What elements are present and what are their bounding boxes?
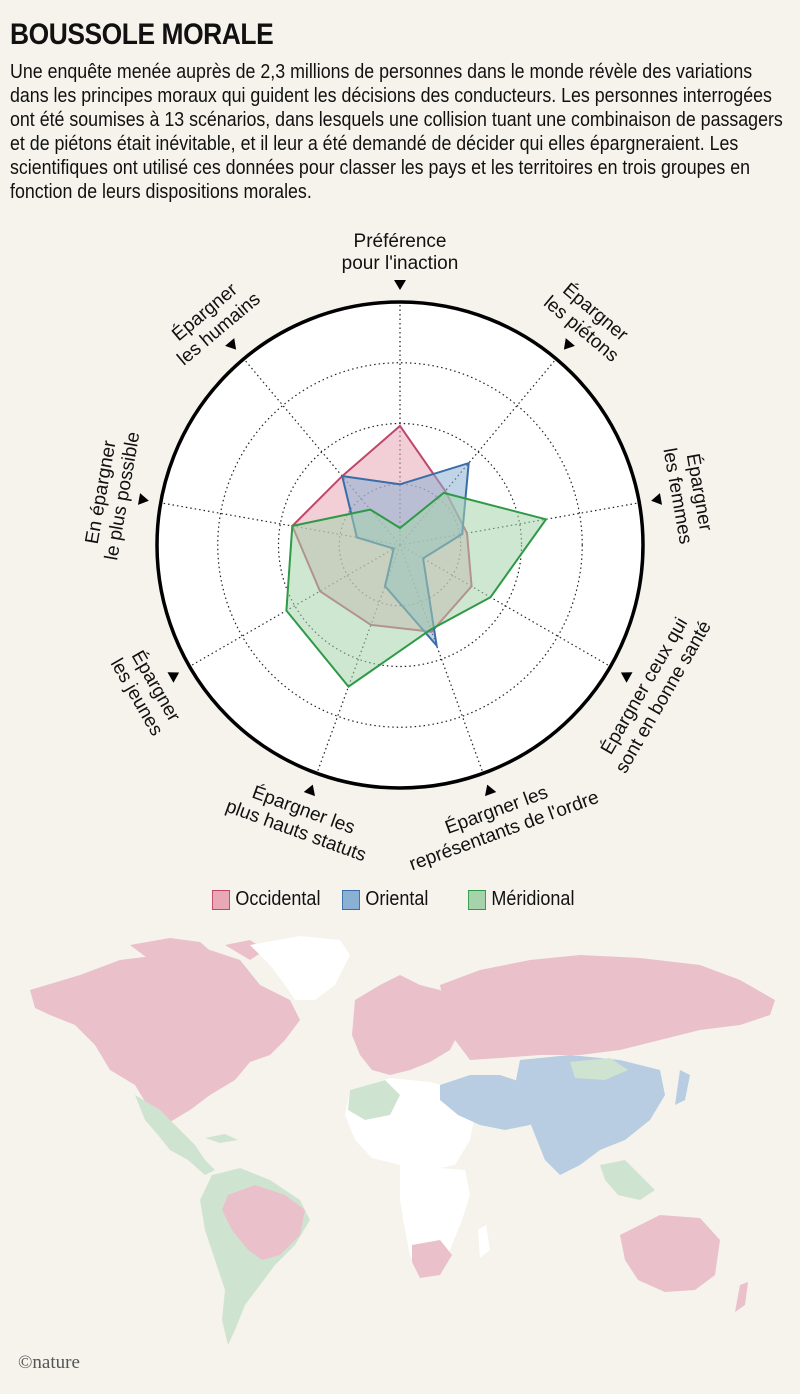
axis-arrow-3 bbox=[651, 493, 663, 505]
legend-label-occidental: Occidental bbox=[235, 888, 321, 910]
axis-label-1-line-1: Préférence bbox=[354, 231, 447, 252]
map-south-africa bbox=[412, 1240, 452, 1278]
radar-outer-ring bbox=[155, 300, 645, 790]
axis-label-1-line-2: pour l'inaction bbox=[342, 253, 459, 274]
axis-arrow-8 bbox=[137, 493, 149, 505]
axis-label-7: Épargnerles jeunes bbox=[106, 644, 186, 740]
map-mongolia bbox=[570, 1058, 628, 1080]
axis-label-3: Épargnerles femmes bbox=[658, 443, 717, 546]
map-madagascar bbox=[478, 1225, 490, 1258]
legend-item-meridional: Méridional bbox=[468, 888, 574, 911]
legend-label-meridional: Méridional bbox=[491, 888, 575, 910]
axis-arrow-9 bbox=[225, 338, 237, 350]
map-japan bbox=[675, 1070, 690, 1105]
map-greenland bbox=[250, 936, 350, 1000]
legend-item-occidental: Occidental bbox=[212, 888, 320, 911]
radar-ring-3 bbox=[217, 362, 583, 728]
axis-arrow-1 bbox=[394, 280, 406, 290]
legend-swatch-oriental bbox=[342, 889, 360, 910]
map-asia-oriental bbox=[515, 1055, 665, 1175]
axis-label-1: Préférence pour l'inaction bbox=[342, 231, 459, 274]
map-australia bbox=[620, 1215, 720, 1292]
legend-swatch-meridional bbox=[468, 889, 486, 910]
legend-item-oriental: Oriental bbox=[342, 888, 428, 911]
map-caribbean bbox=[205, 1134, 238, 1143]
map-russia bbox=[440, 955, 775, 1060]
map-arctic-canada bbox=[130, 938, 265, 960]
map-north-africa-south bbox=[348, 1080, 400, 1120]
radar-chart: Préférence pour l'inaction Épargnerles pié… bbox=[80, 231, 717, 875]
legend-swatch-occidental bbox=[212, 889, 230, 910]
page-title: BOUSSOLE MORALE bbox=[10, 18, 274, 51]
axis-arrow-2 bbox=[563, 338, 575, 350]
map-southeast-asia bbox=[600, 1160, 655, 1200]
series-meridional bbox=[285, 491, 548, 688]
map-new-zealand bbox=[735, 1282, 748, 1312]
axis-arrow-7 bbox=[167, 672, 180, 683]
credit: ©nature bbox=[18, 1352, 80, 1373]
legend-label-oriental: Oriental bbox=[365, 888, 429, 910]
axis-arrow-4 bbox=[620, 672, 633, 683]
map-brazil bbox=[222, 1185, 305, 1260]
legend: Occidental Oriental Méridional bbox=[0, 888, 800, 918]
map-europe bbox=[352, 975, 460, 1075]
axis-arrow-6 bbox=[303, 784, 316, 797]
map-uk bbox=[360, 995, 376, 1020]
map-mexico bbox=[135, 1095, 215, 1175]
world-map bbox=[30, 936, 775, 1345]
axis-label-2: Épargnerles piétons bbox=[539, 275, 636, 366]
axis-arrow-5 bbox=[484, 784, 497, 797]
intro-text: Une enquête menée auprès de 2,3 millions… bbox=[10, 61, 783, 203]
map-north-america bbox=[30, 950, 300, 1122]
axis-label-6: Épargner lesplus hauts statuts bbox=[223, 775, 377, 866]
axis-label-8: En épargnerle plus possible bbox=[80, 426, 145, 561]
